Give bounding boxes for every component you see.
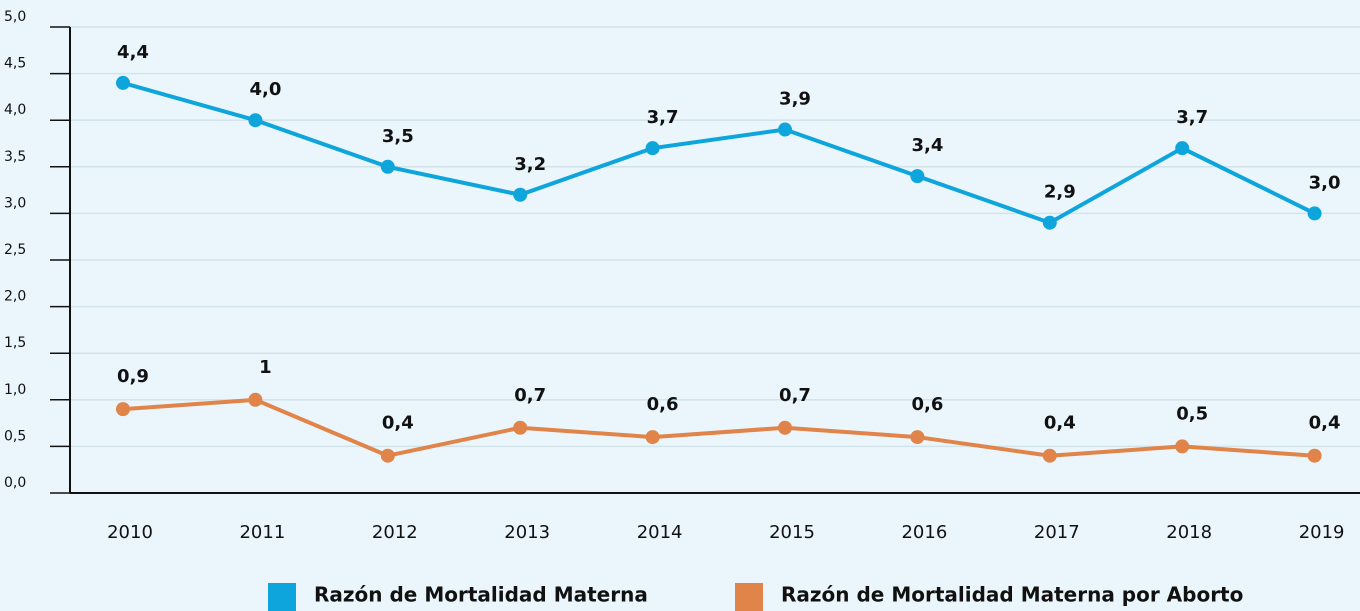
point <box>778 420 792 435</box>
value-label: 0,4 <box>1309 413 1341 434</box>
value-label: 2,9 <box>1044 182 1076 203</box>
x-tick-label: 2014 <box>637 522 683 543</box>
point <box>1042 215 1057 230</box>
point <box>645 430 660 445</box>
x-tick-label: 2019 <box>1299 522 1345 543</box>
value-label: 0,6 <box>911 394 943 415</box>
x-tick-label: 2015 <box>769 522 815 543</box>
value-label: 3,4 <box>911 135 943 156</box>
value-label: 3,7 <box>647 107 679 128</box>
value-label: 0,6 <box>647 394 679 415</box>
value-label: 4,0 <box>249 79 281 100</box>
point <box>910 169 925 184</box>
y-tick-label: 1,0 <box>4 382 26 398</box>
value-label: 1 <box>259 357 272 378</box>
value-label: 0,7 <box>514 385 546 406</box>
x-tick-label: 2011 <box>239 522 285 543</box>
x-tick-label: 2018 <box>1166 522 1212 543</box>
value-label: 3,9 <box>779 89 811 110</box>
point <box>910 430 925 445</box>
value-label: 0,4 <box>1044 413 1076 434</box>
x-tick-label: 2010 <box>107 522 153 543</box>
point <box>116 75 130 90</box>
value-label: 0,4 <box>382 413 414 434</box>
y-tick-label: 3,5 <box>4 149 26 165</box>
y-tick-label: 5,0 <box>4 9 26 25</box>
value-label: 3,7 <box>1176 107 1208 128</box>
point <box>248 113 263 128</box>
legend-label: Razón de Mortalidad Materna por Aborto <box>781 583 1243 607</box>
point <box>1175 439 1190 454</box>
value-label: 3,0 <box>1309 172 1341 193</box>
y-tick-label: 4,0 <box>4 102 26 118</box>
point <box>645 141 660 156</box>
point <box>1307 448 1322 463</box>
y-tick-label: 0,0 <box>4 475 26 491</box>
series-line <box>122 80 1316 225</box>
value-label: 3,2 <box>514 154 546 175</box>
x-tick-label: 2013 <box>504 522 550 543</box>
y-tick-label: 2,0 <box>4 289 26 305</box>
legend-label: Razón de Mortalidad Materna <box>314 583 648 607</box>
series-line <box>122 397 1315 458</box>
point <box>1175 141 1190 156</box>
value-label: 0,9 <box>117 366 149 387</box>
x-tick-label: 2016 <box>901 522 947 543</box>
x-tick-label: 2012 <box>372 522 418 543</box>
y-tick-label: 0,5 <box>4 428 26 444</box>
y-tick-label: 1,5 <box>4 335 26 351</box>
y-tick-label: 4,5 <box>4 56 26 72</box>
point <box>248 392 263 407</box>
legend-swatch <box>268 583 296 611</box>
point <box>1042 448 1057 463</box>
y-tick-label: 3,0 <box>4 195 26 211</box>
point <box>513 420 528 435</box>
value-label: 0,7 <box>779 385 811 406</box>
x-tick-label: 2017 <box>1034 522 1080 543</box>
value-label: 4,4 <box>117 42 149 63</box>
point <box>380 159 395 174</box>
point <box>116 402 130 417</box>
legend-swatch <box>735 583 763 611</box>
point <box>513 187 528 202</box>
point <box>778 122 792 137</box>
value-label: 0,5 <box>1176 403 1208 424</box>
point <box>380 448 395 463</box>
point <box>1307 206 1322 221</box>
y-tick-label: 2,5 <box>4 242 26 258</box>
value-label: 3,5 <box>382 126 414 147</box>
